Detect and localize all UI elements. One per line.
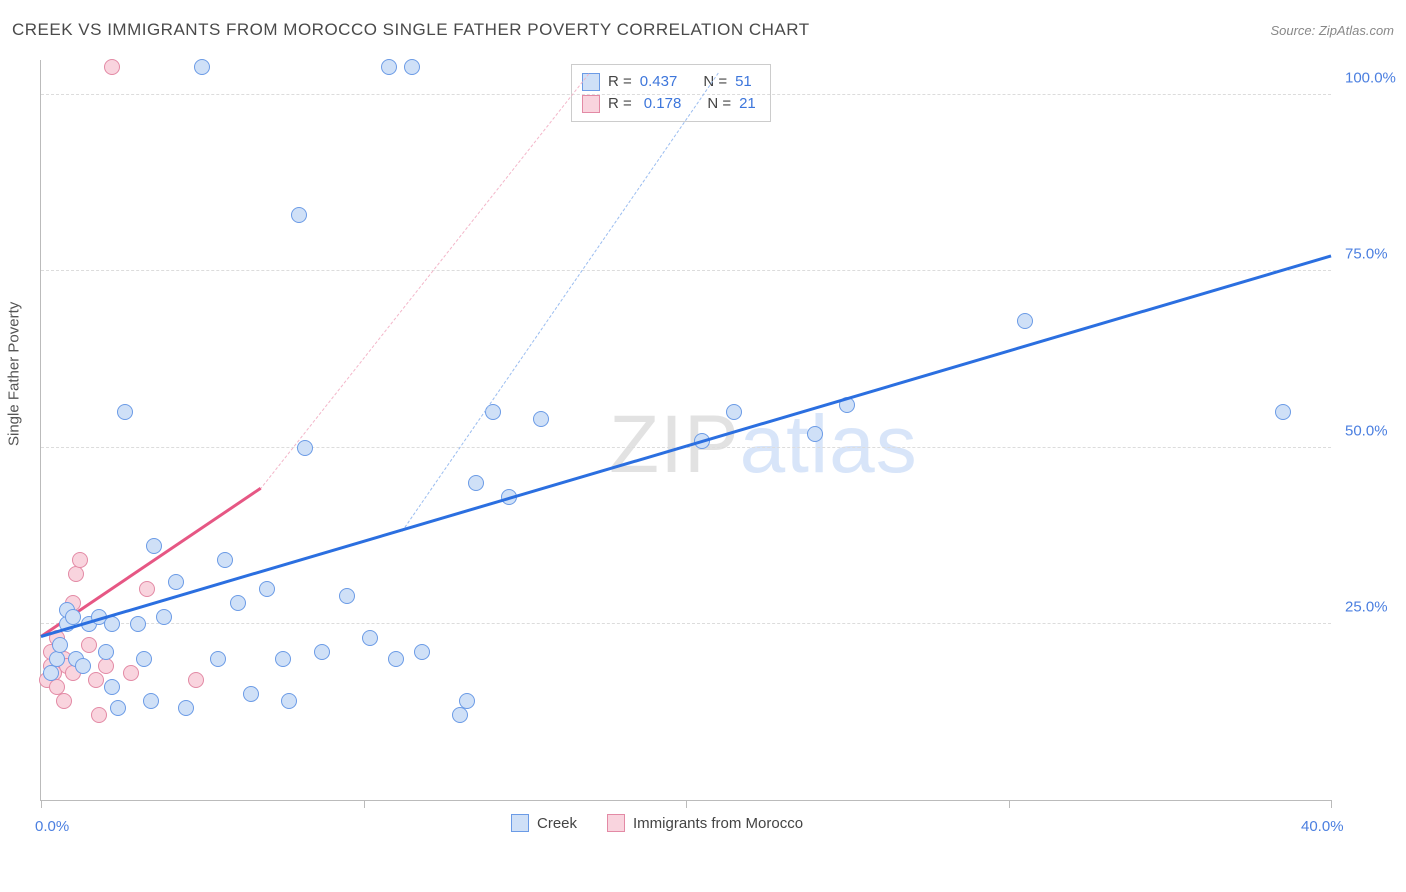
watermark-atlas: atlas (740, 399, 918, 490)
legend-swatch-morocco (582, 95, 600, 113)
data-point (130, 616, 146, 632)
data-point (72, 552, 88, 568)
data-point (56, 693, 72, 709)
data-point (297, 440, 313, 456)
x-tick-label: 40.0% (1301, 818, 1344, 835)
data-point (243, 686, 259, 702)
series-legend: Creek Immigrants from Morocco (511, 814, 803, 832)
y-tick-label: 75.0% (1345, 246, 1388, 263)
data-point (404, 59, 420, 75)
legend-swatch-creek (511, 814, 529, 832)
legend-R-creek: 0.437 (640, 71, 678, 93)
gridline (41, 270, 1331, 271)
header-row: CREEK VS IMMIGRANTS FROM MOROCCO SINGLE … (12, 20, 1394, 40)
data-point (143, 693, 159, 709)
legend-row-morocco: R = 0.178 N = 21 (582, 93, 756, 115)
data-point (65, 609, 81, 625)
data-point (275, 651, 291, 667)
data-point (1017, 313, 1033, 329)
data-point (194, 59, 210, 75)
legend-R-morocco: 0.178 (644, 93, 682, 115)
data-point (217, 552, 233, 568)
data-point (533, 411, 549, 427)
y-tick-label: 50.0% (1345, 422, 1388, 439)
x-tick (364, 800, 365, 808)
legend-label-creek: Creek (537, 815, 577, 832)
data-point (452, 707, 468, 723)
legend-R-label: R = (608, 71, 632, 93)
legend-N-morocco: 21 (739, 93, 756, 115)
watermark-zip: ZIP (609, 399, 740, 490)
legend-label-morocco: Immigrants from Morocco (633, 815, 803, 832)
data-point (168, 574, 184, 590)
legend-entry-morocco: Immigrants from Morocco (607, 814, 803, 832)
data-point (146, 538, 162, 554)
correlation-legend: R = 0.437 N = 51 R = 0.178 N = 21 (571, 64, 771, 122)
data-point (381, 59, 397, 75)
gridline (41, 94, 1331, 95)
x-tick (1009, 800, 1010, 808)
data-point (291, 207, 307, 223)
data-point (726, 404, 742, 420)
x-tick-label: 0.0% (35, 818, 69, 835)
data-point (156, 609, 172, 625)
source-label: Source: ZipAtlas.com (1270, 23, 1394, 38)
data-point (52, 637, 68, 653)
data-point (88, 672, 104, 688)
data-point (136, 651, 152, 667)
data-point (362, 630, 378, 646)
data-point (178, 700, 194, 716)
data-point (68, 566, 84, 582)
y-tick-label: 25.0% (1345, 598, 1388, 615)
trend-line (402, 73, 719, 532)
data-point (117, 404, 133, 420)
data-point (230, 595, 246, 611)
data-point (43, 665, 59, 681)
y-tick-label: 100.0% (1345, 70, 1396, 87)
legend-row-creek: R = 0.437 N = 51 (582, 71, 756, 93)
data-point (468, 475, 484, 491)
data-point (339, 588, 355, 604)
data-point (281, 693, 297, 709)
scatter-plot: ZIPatlas R = 0.437 N = 51 R = 0.178 N = … (40, 60, 1331, 801)
data-point (110, 700, 126, 716)
chart-title: CREEK VS IMMIGRANTS FROM MOROCCO SINGLE … (12, 20, 810, 40)
legend-swatch-morocco (607, 814, 625, 832)
legend-R-label: R = (608, 93, 632, 115)
x-tick (686, 800, 687, 808)
data-point (314, 644, 330, 660)
data-point (98, 658, 114, 674)
data-point (388, 651, 404, 667)
data-point (1275, 404, 1291, 420)
data-point (123, 665, 139, 681)
data-point (75, 658, 91, 674)
legend-N-label: N = (707, 93, 731, 115)
legend-entry-creek: Creek (511, 814, 577, 832)
data-point (104, 679, 120, 695)
data-point (98, 644, 114, 660)
data-point (259, 581, 275, 597)
legend-swatch-creek (582, 73, 600, 91)
data-point (210, 651, 226, 667)
legend-N-creek: 51 (735, 71, 752, 93)
y-axis-title: Single Father Poverty (6, 302, 23, 446)
data-point (91, 707, 107, 723)
data-point (188, 672, 204, 688)
data-point (81, 637, 97, 653)
gridline (41, 623, 1331, 624)
data-point (49, 651, 65, 667)
data-point (104, 59, 120, 75)
data-point (414, 644, 430, 660)
data-point (139, 581, 155, 597)
x-tick (41, 800, 42, 808)
data-point (459, 693, 475, 709)
watermark: ZIPatlas (609, 398, 918, 492)
x-tick (1331, 800, 1332, 808)
data-point (807, 426, 823, 442)
